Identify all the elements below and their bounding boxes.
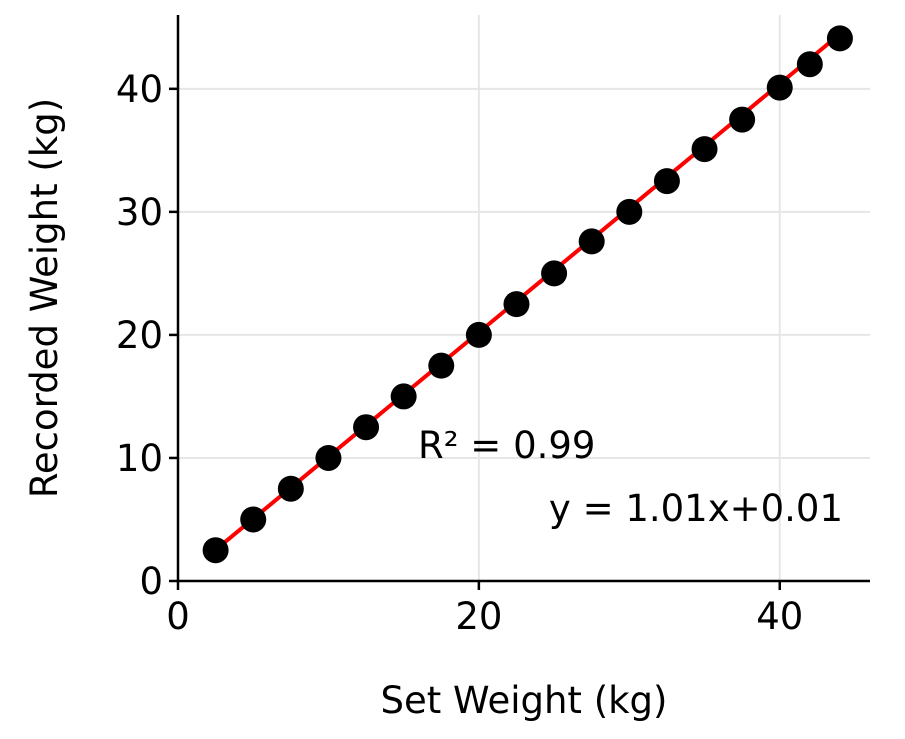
data-point: [277, 475, 304, 502]
ticks: 0 20 40 0 10 20 30 40: [116, 68, 803, 638]
data-point: [826, 25, 853, 52]
data-point: [578, 228, 605, 255]
data-point: [616, 198, 643, 225]
data-point: [691, 136, 718, 163]
y-tick-label: 20: [116, 314, 163, 357]
y-tick-label: 0: [139, 560, 163, 603]
r-squared-annotation: R² = 0.99: [418, 424, 595, 467]
data-point: [390, 383, 417, 410]
equation-annotation: y = 1.01x+0.01: [549, 487, 843, 530]
x-tick-label: 20: [455, 595, 502, 638]
data-point: [541, 260, 568, 287]
points-layer: [202, 25, 853, 564]
data-point: [428, 352, 455, 379]
y-tick-label: 10: [116, 437, 163, 480]
data-point: [202, 537, 229, 564]
x-tick-label: 0: [166, 595, 190, 638]
axes: [176, 15, 870, 583]
data-point: [353, 414, 380, 441]
data-point: [465, 321, 492, 348]
x-tick-label: 40: [756, 595, 803, 638]
y-axis-title: Recorded Weight (kg): [23, 98, 66, 498]
grid: [178, 15, 870, 581]
y-tick-label: 40: [116, 68, 163, 111]
data-point: [729, 106, 756, 133]
x-axis-title: Set Weight (kg): [381, 679, 668, 722]
data-point: [315, 444, 342, 471]
data-point: [796, 51, 823, 78]
data-point: [503, 291, 530, 318]
data-point: [766, 74, 793, 101]
y-tick-label: 30: [116, 191, 163, 234]
data-point: [240, 506, 267, 533]
data-point: [653, 168, 680, 195]
